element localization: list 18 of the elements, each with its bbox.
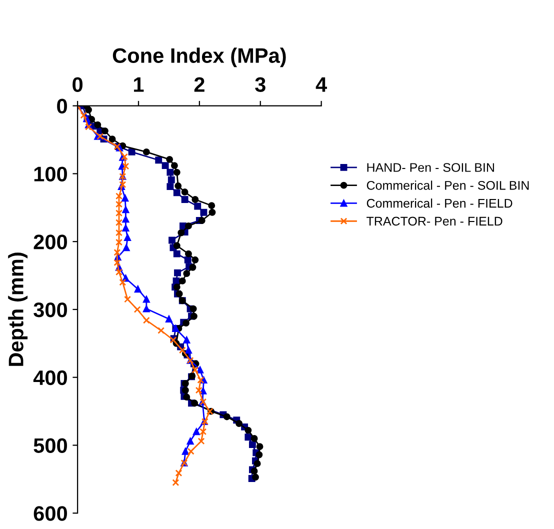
legend-label: Commerical - Pen - SOIL BIN <box>366 180 529 190</box>
y-tick-label: 0 <box>57 98 67 114</box>
y-tick-label: 500 <box>34 438 67 453</box>
y-tick-label: 300 <box>34 302 67 318</box>
legend-label: HAND- Pen - SOIL BIN <box>367 163 494 172</box>
legend-label: Commerical - Pen - FIELD <box>366 198 512 208</box>
y-axis-title: Depth (mm) <box>8 252 28 366</box>
y-tick-label: 100 <box>34 166 67 182</box>
x-tick-label: 3 <box>255 77 266 92</box>
x-tick-label: 0 <box>72 77 82 92</box>
x-tick-label: 2 <box>194 77 204 92</box>
y-tick-label: 400 <box>33 370 67 386</box>
y-tick-label: 600 <box>34 506 67 521</box>
x-tick-label: 4 <box>316 77 327 92</box>
x-axis-title: Cone Index (MPa) <box>112 48 286 68</box>
y-tick-label: 200 <box>34 234 67 250</box>
legend-label: TRACTOR- Pen - FIELD <box>366 216 502 226</box>
x-tick-label: 1 <box>134 77 144 92</box>
